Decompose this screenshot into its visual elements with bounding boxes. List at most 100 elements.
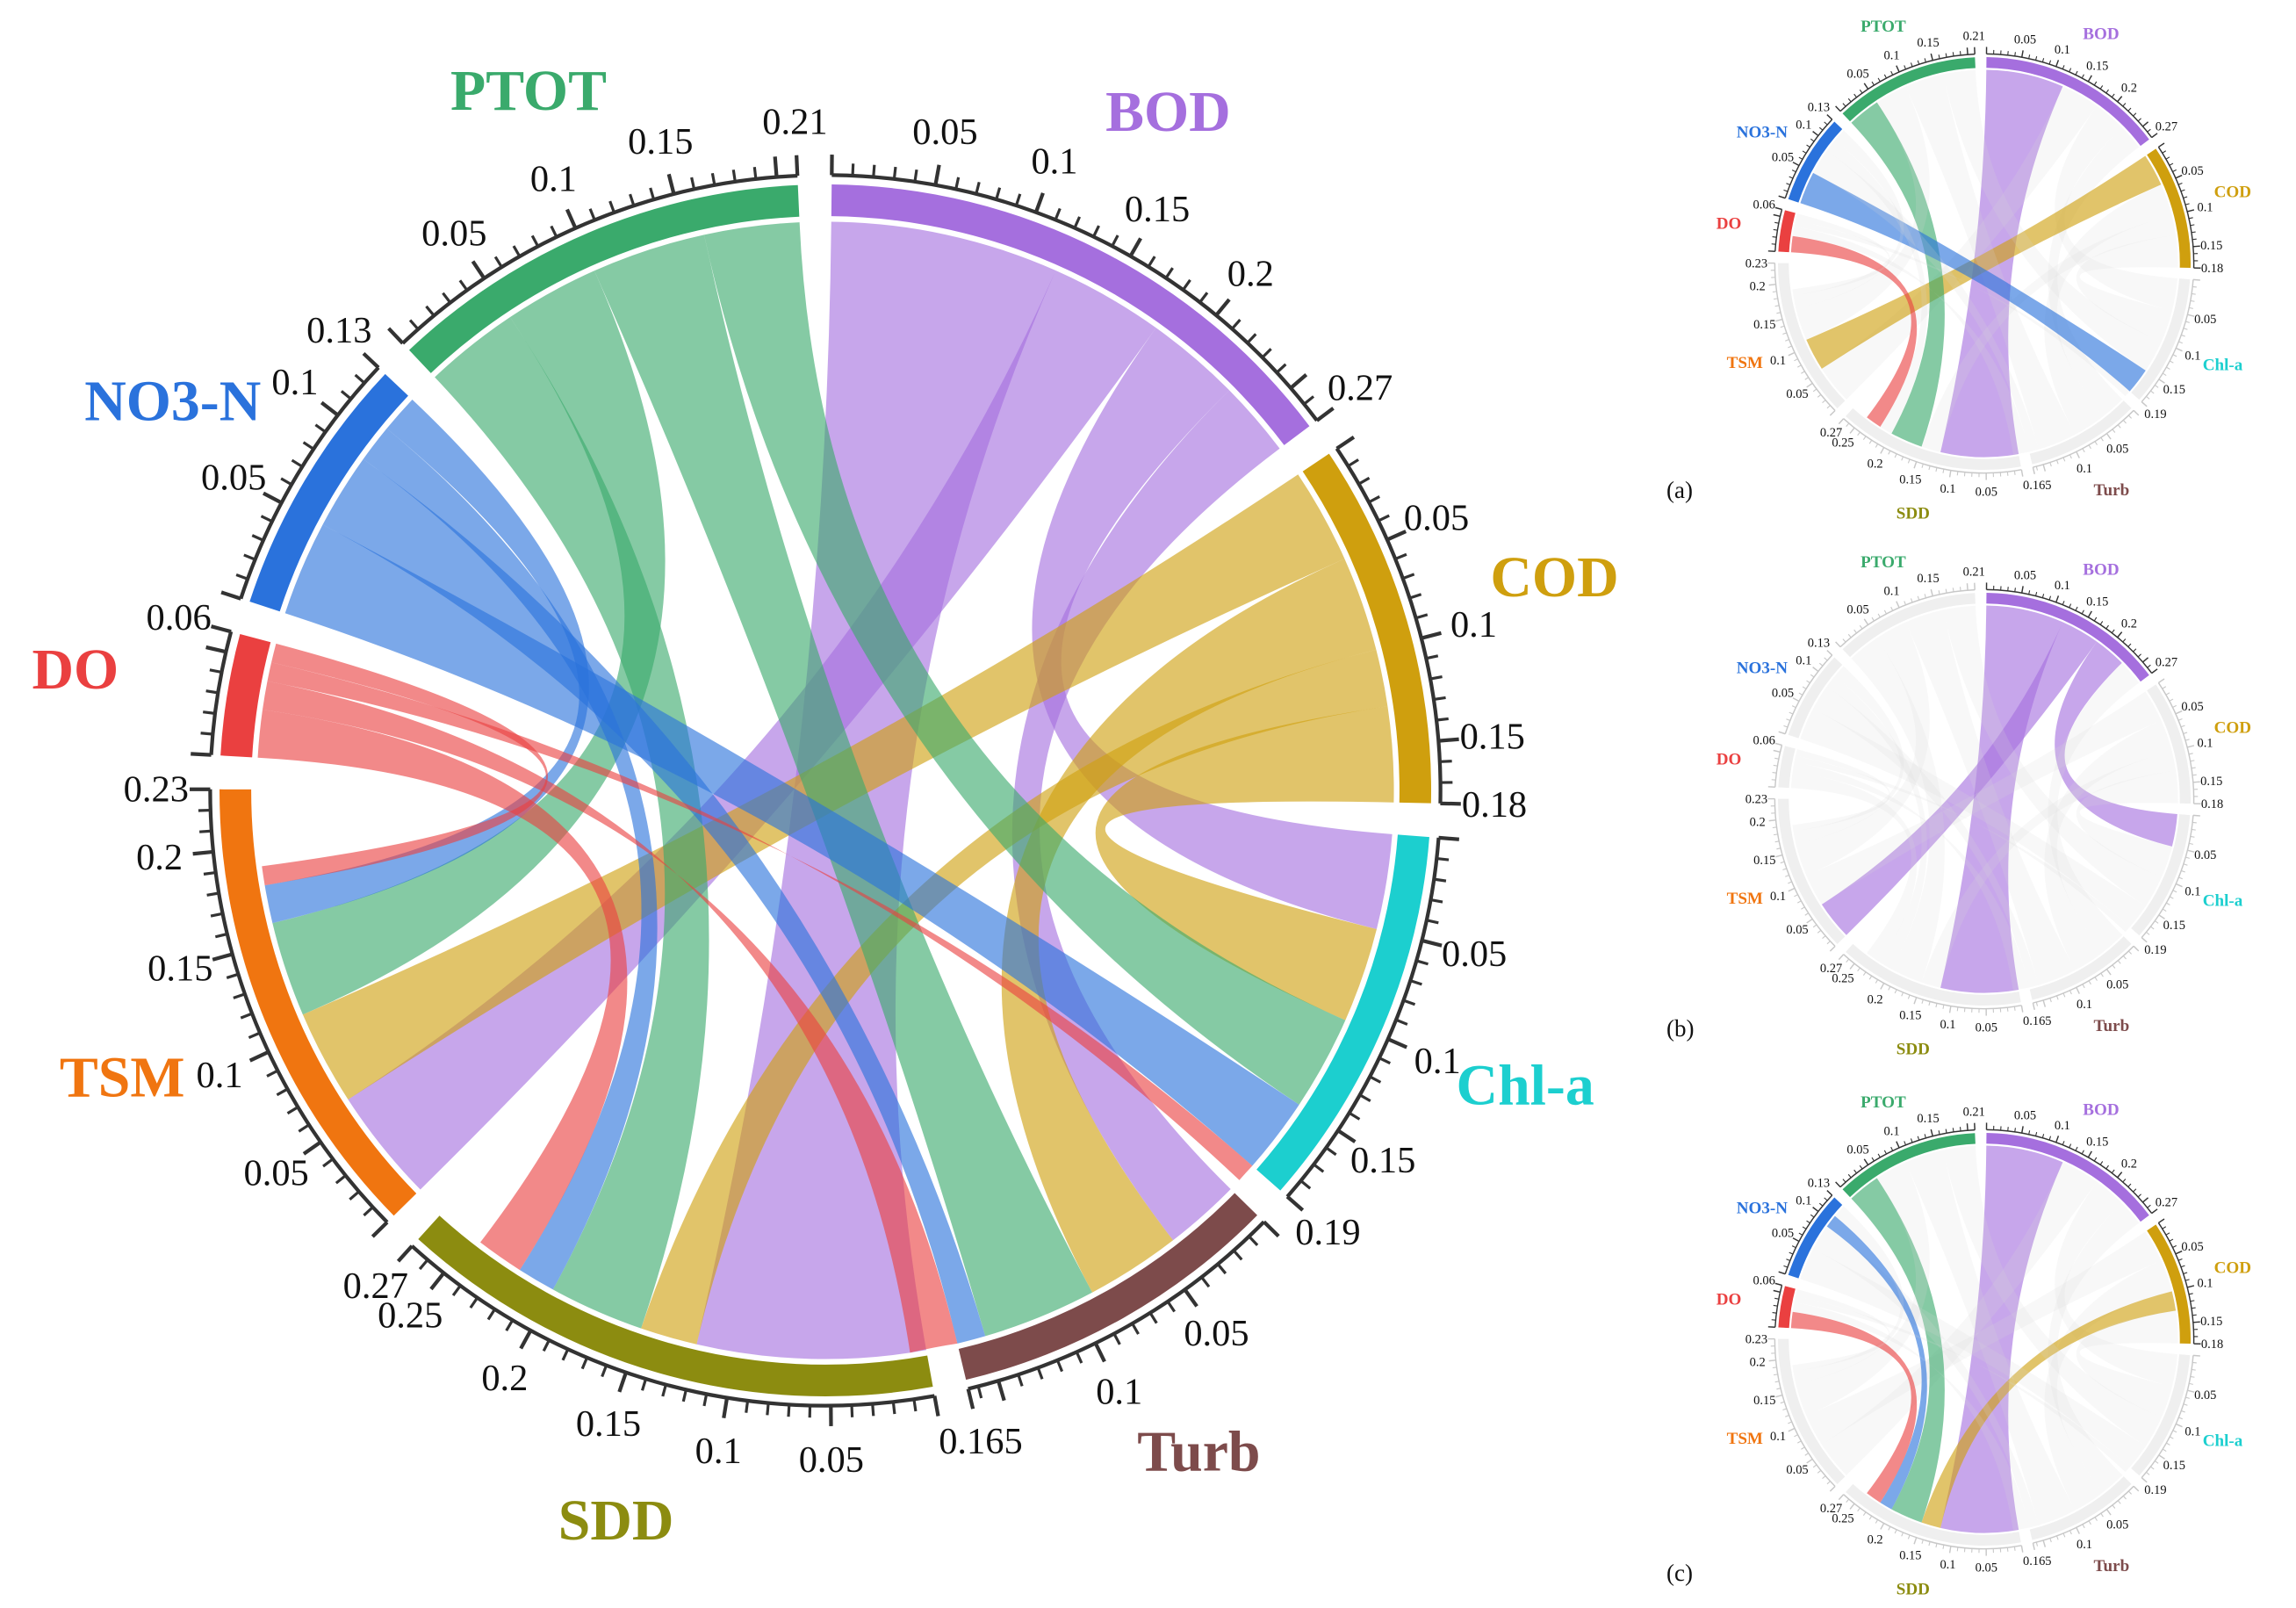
tick — [1409, 593, 1422, 600]
tick — [1403, 999, 1416, 1006]
tick — [2111, 93, 2115, 98]
axis-SDD — [410, 1244, 935, 1408]
tick — [2192, 1321, 2200, 1323]
tick-label-Chl-a: 0.05 — [2194, 848, 2216, 862]
tick — [1888, 1525, 1891, 1531]
tick-label-SDD: 0.25 — [1832, 1511, 1853, 1525]
tick — [1945, 53, 1947, 58]
tick — [1806, 1458, 1813, 1464]
segment-BOD — [1986, 57, 2149, 147]
tick — [199, 829, 212, 833]
tick — [1358, 1093, 1371, 1102]
tick — [2142, 657, 2149, 663]
segment-label-COD: COD — [2214, 184, 2251, 202]
segment-COD — [1302, 453, 1431, 804]
tick-label-NO3-N: 0.1 — [271, 362, 318, 403]
tick — [2055, 1535, 2059, 1540]
link-COD-Turb — [2044, 1260, 2172, 1511]
tick — [2188, 217, 2193, 220]
axis-PTOT — [401, 173, 798, 345]
tick-label-SDD: 0.15 — [1899, 1008, 1921, 1022]
tick — [1263, 1220, 1280, 1238]
tick — [1948, 1006, 1952, 1013]
tick — [1788, 351, 1796, 357]
tick — [2177, 182, 2183, 185]
tick-label-BOD: 0.2 — [2121, 1157, 2137, 1171]
tick — [2112, 429, 2116, 433]
tick-label-TSM: 0.1 — [197, 1055, 243, 1096]
tick — [1952, 588, 1954, 593]
tick — [1439, 760, 1452, 763]
tick-end — [2151, 133, 2158, 139]
tick — [850, 1404, 854, 1417]
tick — [1913, 997, 1918, 1005]
tick — [1812, 1207, 1819, 1213]
tick — [2099, 621, 2104, 625]
tick — [2007, 587, 2009, 591]
tick — [2187, 745, 2195, 748]
tick — [335, 1174, 347, 1185]
tick — [2048, 60, 2052, 65]
tick — [1868, 975, 1873, 980]
tick — [2042, 999, 2047, 1007]
tick — [2158, 914, 2165, 919]
tick — [2162, 908, 2167, 912]
link-DO-TSM — [1792, 749, 1890, 832]
tick-label-BOD: 0.1 — [1031, 141, 1077, 183]
tick — [1147, 256, 1156, 268]
tick-label-TSM: 0.2 — [1750, 1356, 1766, 1370]
tick — [1829, 409, 1836, 416]
tick — [773, 156, 779, 177]
tick — [1806, 918, 1813, 924]
tick — [2147, 664, 2151, 668]
segment-DO — [1778, 1286, 1796, 1329]
tick — [2192, 285, 2197, 288]
tick — [2147, 128, 2151, 133]
tick — [2055, 459, 2059, 465]
tick — [1299, 1179, 1312, 1190]
tick — [2082, 984, 2085, 989]
axis-TSM — [1774, 798, 1836, 947]
tick — [766, 1402, 770, 1416]
tick — [2133, 945, 2140, 952]
panel-b-label: (b) — [1666, 1015, 1694, 1042]
tick — [1792, 162, 1800, 167]
tick — [975, 182, 981, 195]
tick — [2142, 1197, 2149, 1203]
link-PTOT-SDD — [1851, 102, 1945, 447]
tick — [2035, 465, 2039, 471]
tick — [1907, 458, 1911, 464]
tick — [1907, 994, 1911, 999]
tick — [912, 1399, 918, 1412]
tick — [2069, 1530, 2072, 1535]
link-PTOT-TSM — [272, 270, 666, 1015]
tick — [1956, 1006, 1959, 1012]
tick — [2042, 464, 2047, 472]
tick-label-Chl-a: 0.1 — [2184, 1425, 2200, 1439]
tick — [629, 193, 636, 206]
tick — [2158, 1454, 2165, 1460]
segment-label-SDD: SDD — [1897, 1040, 1930, 1058]
tick — [1935, 1543, 1938, 1548]
link-COD-SDD — [1921, 751, 2177, 988]
tick — [1802, 1226, 1807, 1229]
tick — [2041, 594, 2045, 598]
segment-label-COD: COD — [2214, 1259, 2251, 1278]
tick — [2185, 1396, 2190, 1399]
tick — [2137, 1193, 2141, 1198]
link-DO-TSM — [262, 643, 549, 886]
segment-label-TSM: TSM — [1727, 354, 1763, 372]
tick — [1871, 617, 1875, 622]
tick — [1786, 718, 1791, 721]
segment-TSM — [1778, 263, 1846, 408]
tick — [2081, 1150, 2084, 1155]
tick — [1774, 757, 1779, 760]
tick-label-PTOT: 0.1 — [1884, 584, 1900, 598]
tick — [1792, 1237, 1800, 1243]
tick — [387, 327, 405, 345]
tick-label-TSM: 0.05 — [1786, 387, 1808, 401]
tick — [1775, 1394, 1783, 1398]
segment-label-NO3-N: NO3-N — [1737, 659, 1789, 677]
tick — [1801, 1446, 1805, 1450]
segment-label-COD: COD — [1490, 545, 1618, 609]
